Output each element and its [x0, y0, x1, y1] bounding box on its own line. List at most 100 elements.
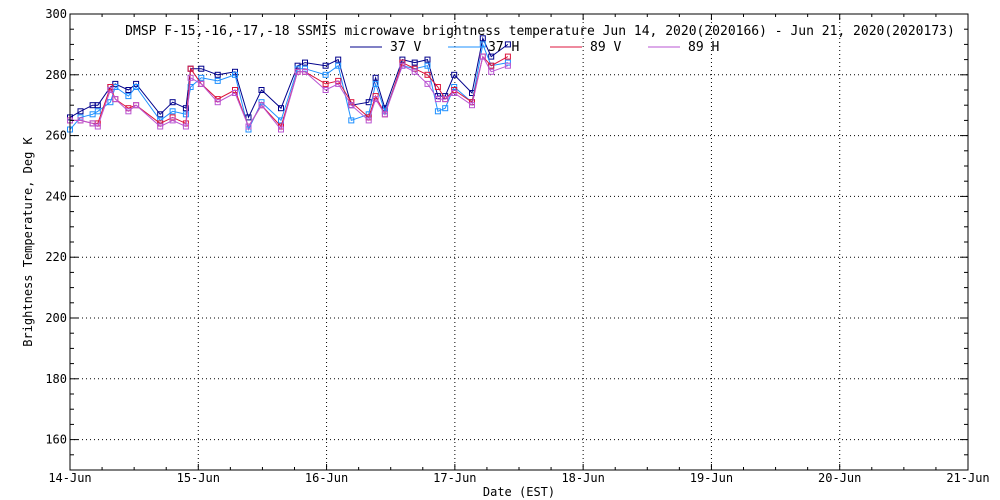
data-point	[479, 53, 486, 60]
y-tick-label: 300	[45, 7, 67, 21]
data-point	[187, 74, 194, 81]
data-point	[258, 87, 265, 93]
data-point	[399, 59, 406, 66]
x-tick-label: 20-Jun	[818, 471, 861, 485]
data-point	[442, 105, 449, 112]
data-point	[365, 117, 372, 124]
data-point	[469, 102, 475, 109]
data-point	[133, 84, 140, 90]
data-point	[335, 80, 342, 87]
data-point	[278, 105, 284, 112]
y-tick-label: 160	[45, 433, 67, 447]
data-point	[133, 102, 140, 109]
data-point	[504, 53, 511, 60]
data-point	[125, 87, 132, 93]
data-point	[232, 71, 238, 78]
data-point	[322, 80, 329, 87]
x-axis-label: Date (EST)	[483, 485, 555, 499]
series-89-v	[67, 53, 511, 130]
legend: 37 V 37 H 89 V 89 H	[350, 40, 719, 55]
x-tick-label: 21-Jun	[946, 471, 989, 485]
data-point	[434, 108, 441, 115]
data-point	[348, 117, 355, 124]
data-point	[488, 62, 495, 69]
data-point	[157, 123, 164, 130]
y-tick-label: 240	[45, 189, 67, 203]
data-point	[488, 53, 495, 60]
data-point	[348, 102, 355, 109]
y-tick-label: 280	[45, 68, 67, 82]
data-point	[424, 80, 431, 87]
legend-label: 89 H	[688, 40, 719, 55]
data-point	[214, 77, 221, 84]
data-point	[198, 65, 205, 72]
data-point	[411, 65, 418, 72]
data-point	[302, 68, 308, 75]
data-point	[381, 111, 388, 118]
data-point	[504, 41, 511, 48]
data-point	[302, 65, 308, 72]
data-point	[112, 96, 119, 103]
data-point	[94, 102, 101, 109]
series-lines	[67, 35, 511, 133]
data-point	[198, 80, 205, 87]
grid-lines	[70, 14, 968, 470]
x-tick-label: 14-Jun	[48, 471, 91, 485]
data-point	[504, 59, 511, 66]
legend-label: 37 V	[390, 40, 421, 55]
data-point	[232, 90, 238, 96]
data-point	[125, 108, 132, 115]
data-point	[245, 123, 252, 130]
data-point	[322, 71, 329, 78]
data-point	[187, 65, 194, 72]
data-point	[434, 96, 441, 103]
legend-label: 89 V	[590, 40, 621, 55]
series-line	[70, 55, 509, 128]
data-point	[214, 71, 221, 78]
data-point	[411, 68, 418, 75]
x-tick-label: 19-Jun	[690, 471, 733, 485]
series-line	[70, 55, 509, 131]
data-point	[294, 68, 301, 75]
data-point	[302, 59, 308, 66]
data-point	[451, 90, 458, 96]
data-point	[294, 65, 301, 72]
data-point	[278, 126, 284, 133]
data-point	[182, 105, 189, 112]
data-point	[258, 102, 265, 109]
data-point	[322, 62, 329, 69]
data-point	[89, 120, 96, 127]
data-point	[169, 117, 176, 124]
data-point	[77, 108, 84, 115]
data-point	[399, 62, 406, 69]
data-point	[335, 56, 342, 63]
series-89-h	[67, 53, 511, 133]
data-point	[198, 74, 205, 81]
data-point	[451, 71, 458, 78]
data-point	[372, 80, 379, 87]
data-point	[94, 123, 101, 130]
data-point	[434, 84, 441, 90]
data-point	[107, 87, 114, 93]
data-point	[94, 108, 101, 115]
x-tick-label: 16-Jun	[305, 471, 348, 485]
data-point	[157, 111, 164, 118]
data-point	[169, 99, 176, 106]
data-point	[424, 56, 431, 63]
chart-title: DMSP F-15,-16,-17,-18 SSMIS microwave br…	[125, 24, 955, 39]
data-point	[488, 68, 495, 75]
data-point	[182, 111, 189, 118]
data-point	[442, 96, 449, 103]
data-point	[372, 96, 379, 103]
x-tick-label: 17-Jun	[433, 471, 476, 485]
plot-frame	[69, 13, 969, 471]
data-point	[479, 35, 486, 42]
data-point	[182, 123, 189, 130]
x-tick-label: 18-Jun	[561, 471, 604, 485]
legend-label: 37 H	[488, 40, 519, 55]
y-tick-label: 220	[45, 250, 67, 264]
data-point	[169, 108, 176, 115]
y-tick-label: 180	[45, 372, 67, 386]
data-point	[77, 117, 84, 124]
data-point	[107, 99, 114, 106]
